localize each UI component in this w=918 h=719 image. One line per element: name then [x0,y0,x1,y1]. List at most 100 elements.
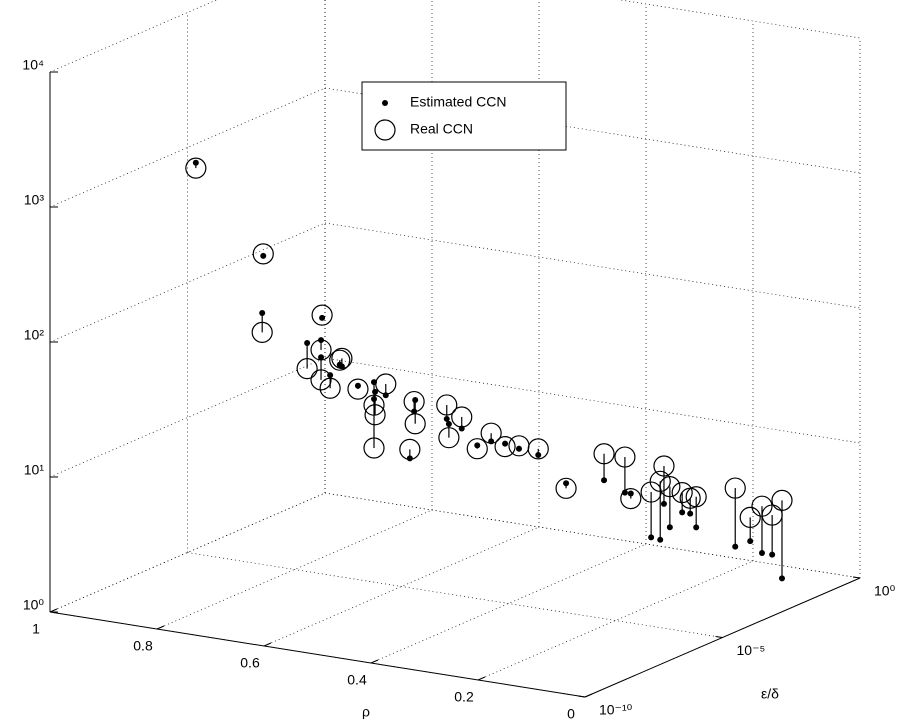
legend-label: Estimated CCN [410,94,506,110]
real-marker [771,489,793,511]
estimated-marker [474,442,481,449]
estimated-marker [732,543,739,550]
y-tick-label: 10⁻⁵ [737,642,766,658]
estimated-marker [260,252,267,259]
x-tick [156,625,165,630]
z-tick-label: 10³ [24,192,45,208]
estimated-marker [747,538,754,545]
z-tick-label: 10⁴ [22,57,44,73]
x-tick-label: 0.8 [133,638,153,654]
grid-line [324,222,861,309]
real-marker [494,435,516,458]
real-marker [466,438,488,460]
estimated-marker [601,477,608,484]
y-axis-label: ε/δ [761,686,779,702]
estimated-marker [535,452,542,459]
legend-marker [382,100,388,106]
estimated-marker [371,395,377,402]
estimated-marker [445,420,452,427]
x-tick-label: 0 [567,706,575,719]
estimated-marker [354,382,361,389]
estimated-marker [412,396,419,403]
z-tick-label: 10⁰ [23,597,45,613]
z-tick-label: 10² [24,327,45,343]
real-marker [739,506,761,528]
real-marker [403,390,425,413]
y-tick [852,576,861,579]
estimated-marker [319,314,326,321]
x-tick [477,676,486,681]
real-marker [480,422,502,444]
x-tick-label: 0.6 [240,655,260,671]
estimated-marker [778,575,785,582]
estimated-marker [406,455,413,462]
real-marker [761,504,783,526]
real-marker [555,477,577,499]
grid-line [618,0,861,39]
legend: Estimated CCN Real CCN [361,81,567,151]
real-marker [363,394,385,416]
real-marker [399,438,421,460]
real-marker [593,443,615,465]
real-marker [310,369,332,391]
x-tick-label: 0.4 [347,672,367,688]
real-marker [319,377,341,399]
real-marker [451,406,473,428]
real-marker [347,378,369,400]
real-marker [620,488,642,510]
real-marker [310,339,332,361]
real-marker [364,404,386,426]
legend-box [361,81,567,151]
estimated-marker [769,551,776,558]
real-marker [436,394,458,416]
estimated-marker [687,510,694,517]
real-marker [311,304,333,326]
real-marker [404,413,426,435]
grid-line [324,492,861,579]
estimated-marker [192,159,199,166]
legend-label: Real CCN [410,121,473,137]
estimated-marker [627,490,634,497]
real-marker [185,157,207,179]
real-marker [527,438,549,460]
z-tick-label: 10¹ [24,462,45,478]
real-marker [659,476,681,498]
estimated-marker [679,509,686,516]
real-marker [296,358,318,380]
estimated-marker [758,550,765,557]
grid-line [477,560,754,681]
real-marker [614,446,636,468]
estimated-marker [372,388,379,395]
estimated-marker [648,534,655,541]
x-tick [584,693,593,698]
y-tick-label: 10⁰ [874,583,896,599]
x-tick-label: 0.2 [454,689,474,705]
real-marker [252,243,274,265]
estimated-marker [515,445,522,452]
real-marker [653,455,675,477]
estimated-marker [563,480,570,487]
x-tick [263,642,272,647]
real-marker [438,427,460,449]
real-marker [375,373,397,395]
real-marker [649,470,671,492]
x-axis [49,611,586,698]
grid-line [324,357,861,444]
estimated-marker [304,340,311,347]
grid-line [370,543,647,664]
x-tick [370,659,379,664]
estimated-marker [318,354,325,361]
real-marker [329,349,351,371]
estimated-marker [657,536,664,543]
x-tick-label: 1 [32,621,40,637]
estimated-marker [666,524,673,531]
estimated-marker [693,524,700,531]
marks-layer [185,157,793,582]
real-marker [251,321,273,343]
grid-line [187,552,723,638]
estimated-marker [443,415,450,422]
y-tick [715,636,723,638]
estimated-marker [660,500,667,507]
x-tick [49,608,58,613]
